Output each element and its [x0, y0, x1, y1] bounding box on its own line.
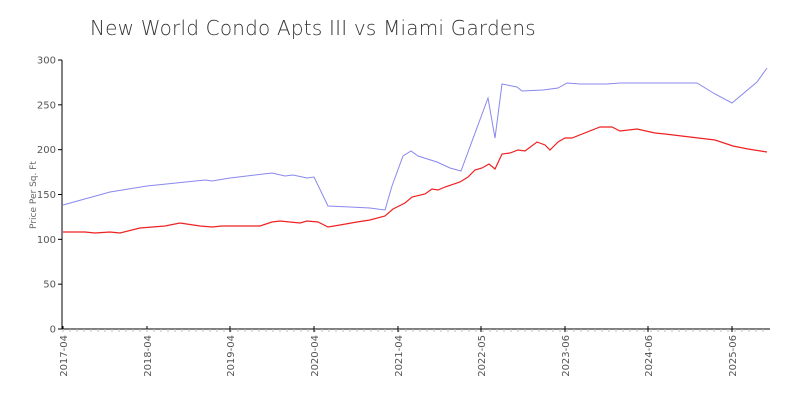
chart-title: New World Condo Apts III vs Miami Garden…	[90, 16, 536, 40]
x-tick-label: 2021-04	[394, 335, 405, 377]
x-tick-label: 2024-06	[644, 335, 655, 377]
y-ticks: 0 50 100 150 200 250 300	[37, 56, 62, 336]
series-line-new-world	[62, 67, 768, 211]
y-tick-label: 250	[37, 100, 56, 111]
x-tick-label: 2019-04	[226, 335, 237, 377]
x-tick-label: 2020-04	[310, 335, 321, 377]
y-tick-label: 200	[37, 145, 56, 156]
x-ticks: 2017-04 2018-04 2019-04 2020-04 2021-04 2022-…	[59, 326, 739, 377]
y-tick-label: 150	[37, 190, 56, 201]
y-axis-title: Price Per Sq. Ft	[29, 161, 39, 229]
x-minor-ticks	[62, 329, 764, 332]
y-tick-label: 300	[37, 56, 56, 67]
x-tick-label: 2025-06	[728, 335, 739, 377]
x-tick-label: 2017-04	[59, 335, 70, 377]
x-tick-label: 2022-05	[477, 335, 488, 377]
y-tick-label: 100	[37, 235, 56, 246]
x-tick-label: 2018-04	[143, 335, 154, 377]
y-tick-label: 0	[50, 325, 56, 336]
x-tick-label: 2023-06	[561, 335, 572, 377]
series-line-miami-gardens	[63, 126, 768, 234]
y-tick-label: 50	[43, 280, 56, 291]
